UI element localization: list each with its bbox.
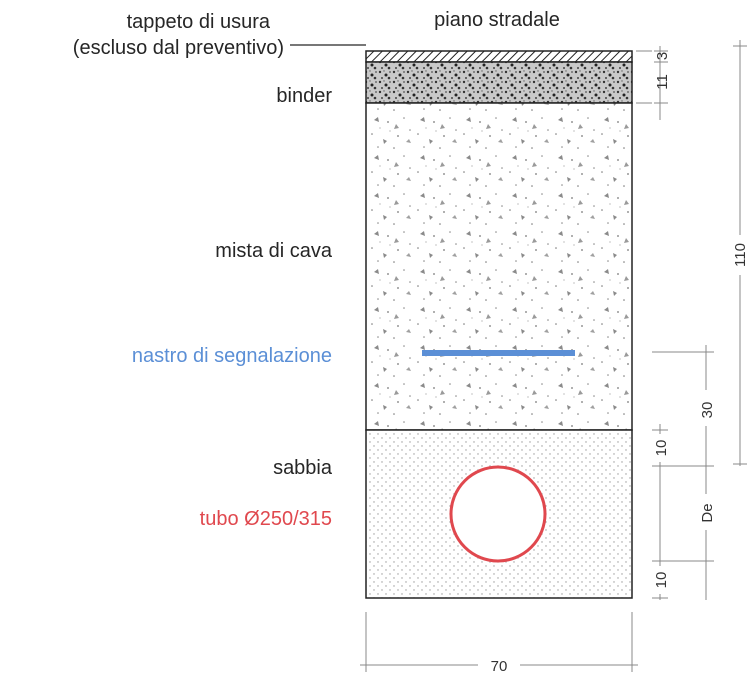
binder-dimension: 11 [654,74,671,90]
sand-top-dimension: 10 [653,440,670,457]
wear-layer-label-line1: tappeto di usura [127,11,271,33]
pipe-label: tubo Ø250/315 [200,508,332,530]
wear-layer-dimension: 3 [654,52,671,60]
pipe-diameter-dimension: De [699,503,716,522]
warning-tape [422,350,575,356]
sand-label: sabbia [273,457,333,479]
sand-bottom-dimension: 10 [653,572,670,589]
total-depth-dimension: 110 [732,243,747,267]
wear-layer-label-line2: (escluso dal preventivo) [73,37,284,59]
lower-dimension-lines [652,345,714,600]
road-surface-label: piano stradale [434,9,560,31]
warning-tape-label: nastro di segnalazione [132,345,332,367]
trench-width-dimension: 70 [491,658,508,675]
pipe-circle [449,465,547,563]
wear-layer-band [365,50,633,63]
top-dimension-lines [636,46,668,120]
quarry-mix-label: mista di cava [215,240,333,262]
binder-layer [365,61,633,104]
binder-label: binder [276,85,332,107]
tape-depth-dimension: 30 [699,402,716,419]
quarry-mix-layer [365,102,633,431]
